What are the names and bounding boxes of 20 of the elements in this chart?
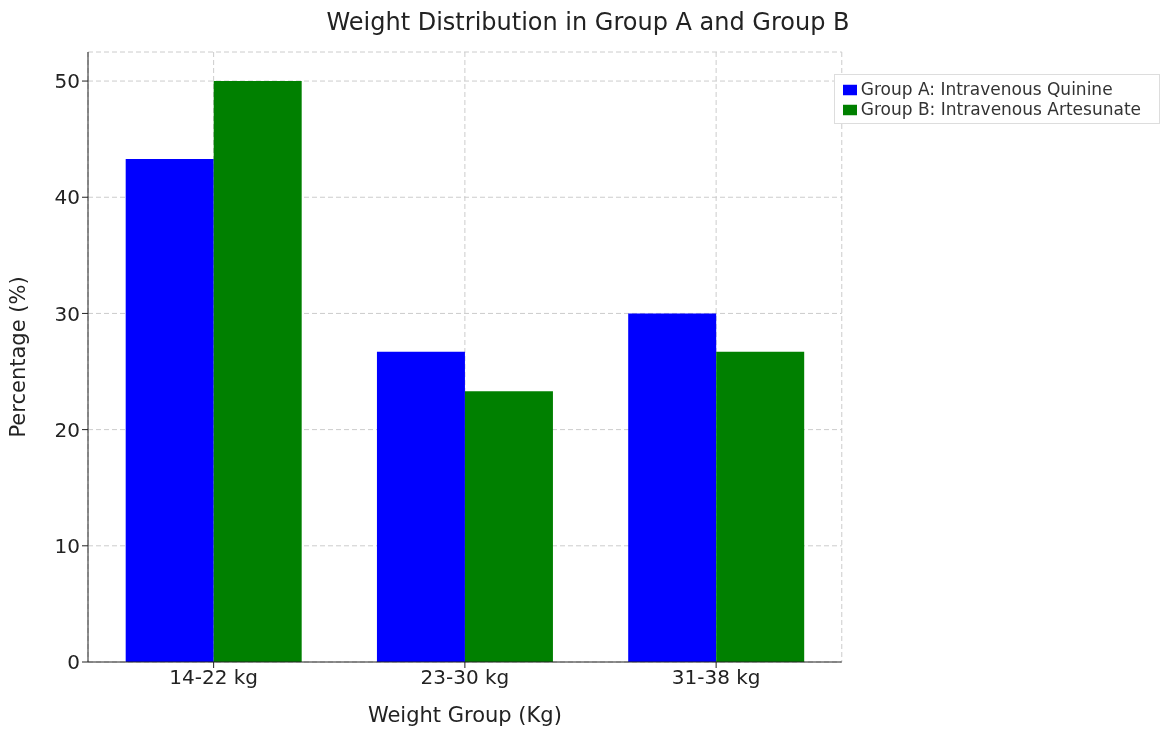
x-axis-title: Weight Group (Kg) <box>367 703 562 727</box>
bar <box>213 81 302 662</box>
legend-label: Group B: Intravenous Artesunate <box>860 99 1141 119</box>
x-tick-label: 23-30 kg <box>420 665 510 690</box>
chart-title: Weight Distribution in Group A and Group B <box>325 8 851 38</box>
y-tick-label: 10 <box>54 533 80 558</box>
bar <box>125 158 214 662</box>
legend-label: Group A: Intravenous Quinine <box>860 79 1113 99</box>
x-tick-label: 14-22 kg <box>169 665 258 690</box>
bar <box>464 391 553 662</box>
y-tick-label: 40 <box>54 185 80 210</box>
bar <box>628 313 717 662</box>
y-tick-label: 20 <box>54 417 80 442</box>
bar <box>376 351 465 662</box>
y-tick-label: 30 <box>54 301 80 326</box>
x-tick-label: 31-38 kg <box>671 665 761 690</box>
y-axis-title: Percentage (%) <box>6 276 31 438</box>
y-tick-label: 50 <box>54 69 80 94</box>
bar <box>716 351 805 662</box>
y-tick-label: 0 <box>67 650 80 675</box>
